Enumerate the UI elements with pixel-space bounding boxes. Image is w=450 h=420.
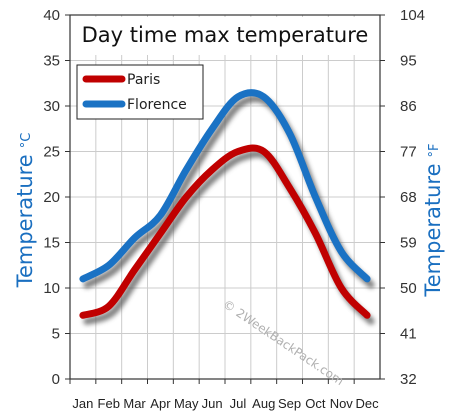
left-tick-label: 20 (43, 189, 60, 206)
x-tick-label: May (174, 396, 199, 411)
left-axis-ticks: 0 5 10 15 20 25 30 35 40 (43, 7, 70, 388)
x-tick-label: Feb (98, 396, 120, 411)
left-tick-label: 25 (43, 144, 60, 161)
left-tick-label: 30 (43, 98, 60, 115)
right-tick-label: 86 (400, 98, 417, 115)
chart-title: Day time max temperature (82, 23, 369, 47)
left-axis-label: Temperature °C (13, 133, 37, 289)
right-axis-unit: °F (427, 143, 442, 157)
right-tick-label: 77 (400, 144, 417, 161)
legend-label-paris: Paris (127, 72, 160, 88)
legend-box (76, 64, 204, 120)
left-tick-label: 0 (52, 371, 60, 388)
right-tick-label: 50 (400, 280, 417, 297)
legend-label-florence: Florence (127, 97, 187, 113)
right-tick-label: 59 (400, 235, 417, 252)
right-tick-label: 41 (400, 326, 417, 343)
x-tick-label: Jan (72, 396, 93, 411)
left-tick-label: 40 (43, 7, 60, 24)
series-line-florence (79, 89, 371, 283)
right-axis-label-text: Temperature (421, 163, 445, 297)
left-tick-label: 10 (43, 280, 60, 297)
right-axis-ticks: 32 41 50 59 68 77 86 95 104 (380, 7, 425, 388)
x-tick-label: Jun (202, 396, 223, 411)
left-axis-label-text: Temperature (13, 154, 37, 288)
x-tick-label: Nov (330, 396, 354, 411)
legend: Paris Florence (76, 64, 204, 120)
left-tick-label: 15 (43, 235, 60, 252)
left-axis-unit: °C (19, 133, 34, 149)
right-axis-label: Temperature °F (421, 143, 445, 297)
x-tick-label: Mar (123, 396, 146, 411)
right-tick-label: 95 (400, 53, 417, 70)
x-tick-label: Oct (305, 396, 326, 411)
right-tick-label: 104 (400, 7, 425, 24)
x-axis-ticks: Jan Feb Mar Apr May Jun Jul Aug Sep Oct Nov Dec (69, 379, 380, 411)
x-tick-label: Apr (150, 396, 171, 411)
left-tick-label: 5 (52, 326, 60, 343)
x-tick-label: Jul (230, 396, 247, 411)
right-tick-label: 68 (400, 189, 417, 206)
title-box (86, 17, 364, 55)
x-tick-label: Aug (252, 396, 275, 411)
right-tick-label: 32 (400, 371, 417, 388)
x-tick-label: Dec (356, 396, 380, 411)
left-tick-label: 35 (43, 53, 60, 70)
series-lines (79, 89, 371, 319)
x-tick-label: Sep (278, 396, 301, 411)
series-line-paris (79, 144, 371, 319)
